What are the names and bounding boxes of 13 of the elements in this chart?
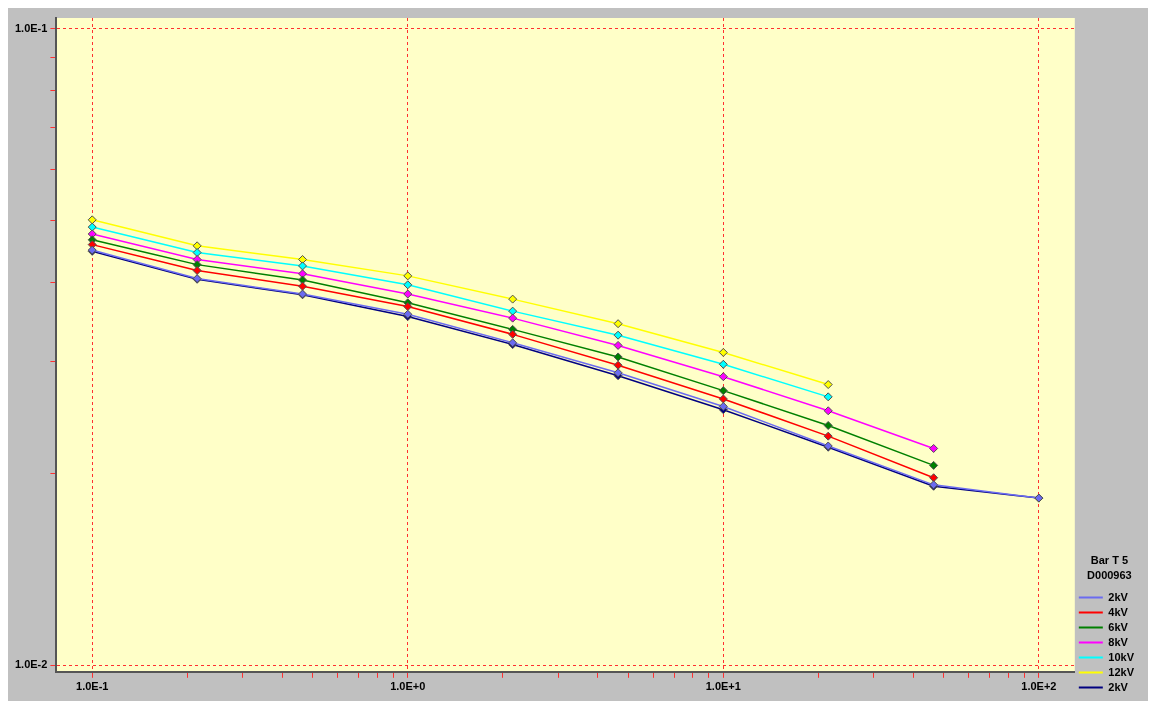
legend-label: 10kV (1108, 650, 1135, 663)
x-tick-label: 1.0E+0 (390, 680, 426, 693)
x-tick-label: 1.0E-1 (76, 680, 109, 693)
legend-label: 2kV (1108, 590, 1129, 603)
y-tick-label: 1.0E-2 (14, 658, 48, 671)
legend-title: Bar T 5 D000963 (1087, 554, 1132, 581)
x-tick-label: 1.0E+2 (1021, 680, 1057, 693)
legend-label: 4kV (1108, 605, 1129, 618)
legend-label: 8kV (1108, 635, 1129, 648)
legend-label: 2kV (1108, 680, 1129, 693)
x-tick-label: 1.0E+1 (705, 680, 741, 693)
legend-label: 12kV (1108, 665, 1135, 678)
legend-label: 6kV (1108, 620, 1129, 633)
